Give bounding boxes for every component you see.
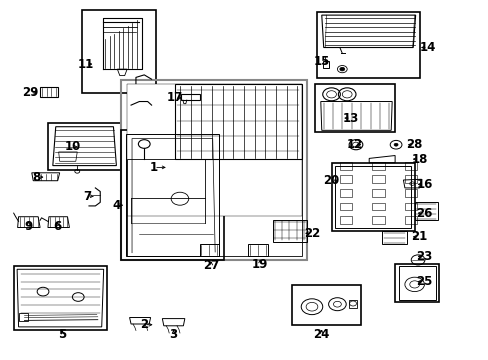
Text: 15: 15 [313, 55, 329, 68]
Text: 19: 19 [251, 258, 268, 271]
Text: 8: 8 [33, 171, 41, 184]
Text: 5: 5 [59, 328, 66, 341]
Polygon shape [127, 84, 302, 216]
Text: 21: 21 [410, 230, 427, 243]
Text: 24: 24 [313, 328, 329, 341]
Circle shape [339, 67, 344, 71]
Text: 18: 18 [410, 153, 427, 166]
Text: 25: 25 [415, 275, 432, 288]
Text: 11: 11 [77, 58, 94, 71]
Text: 1: 1 [150, 161, 158, 174]
Text: 16: 16 [415, 178, 432, 191]
Text: 10: 10 [64, 140, 81, 153]
Text: 2: 2 [140, 318, 148, 331]
Text: 17: 17 [166, 91, 183, 104]
Text: 13: 13 [342, 112, 359, 125]
Text: 28: 28 [406, 138, 422, 151]
Text: 12: 12 [346, 138, 362, 151]
Text: 29: 29 [22, 86, 39, 99]
Text: 3: 3 [169, 328, 177, 341]
Text: 27: 27 [203, 259, 219, 272]
Text: 26: 26 [415, 207, 432, 220]
Text: 7: 7 [83, 190, 91, 203]
Text: 22: 22 [303, 227, 320, 240]
Text: 6: 6 [54, 220, 61, 233]
Text: 23: 23 [415, 250, 432, 263]
Text: 9: 9 [24, 220, 32, 233]
Circle shape [393, 143, 397, 146]
Text: 20: 20 [323, 174, 339, 187]
Text: 4: 4 [112, 199, 120, 212]
Text: 14: 14 [419, 41, 435, 54]
